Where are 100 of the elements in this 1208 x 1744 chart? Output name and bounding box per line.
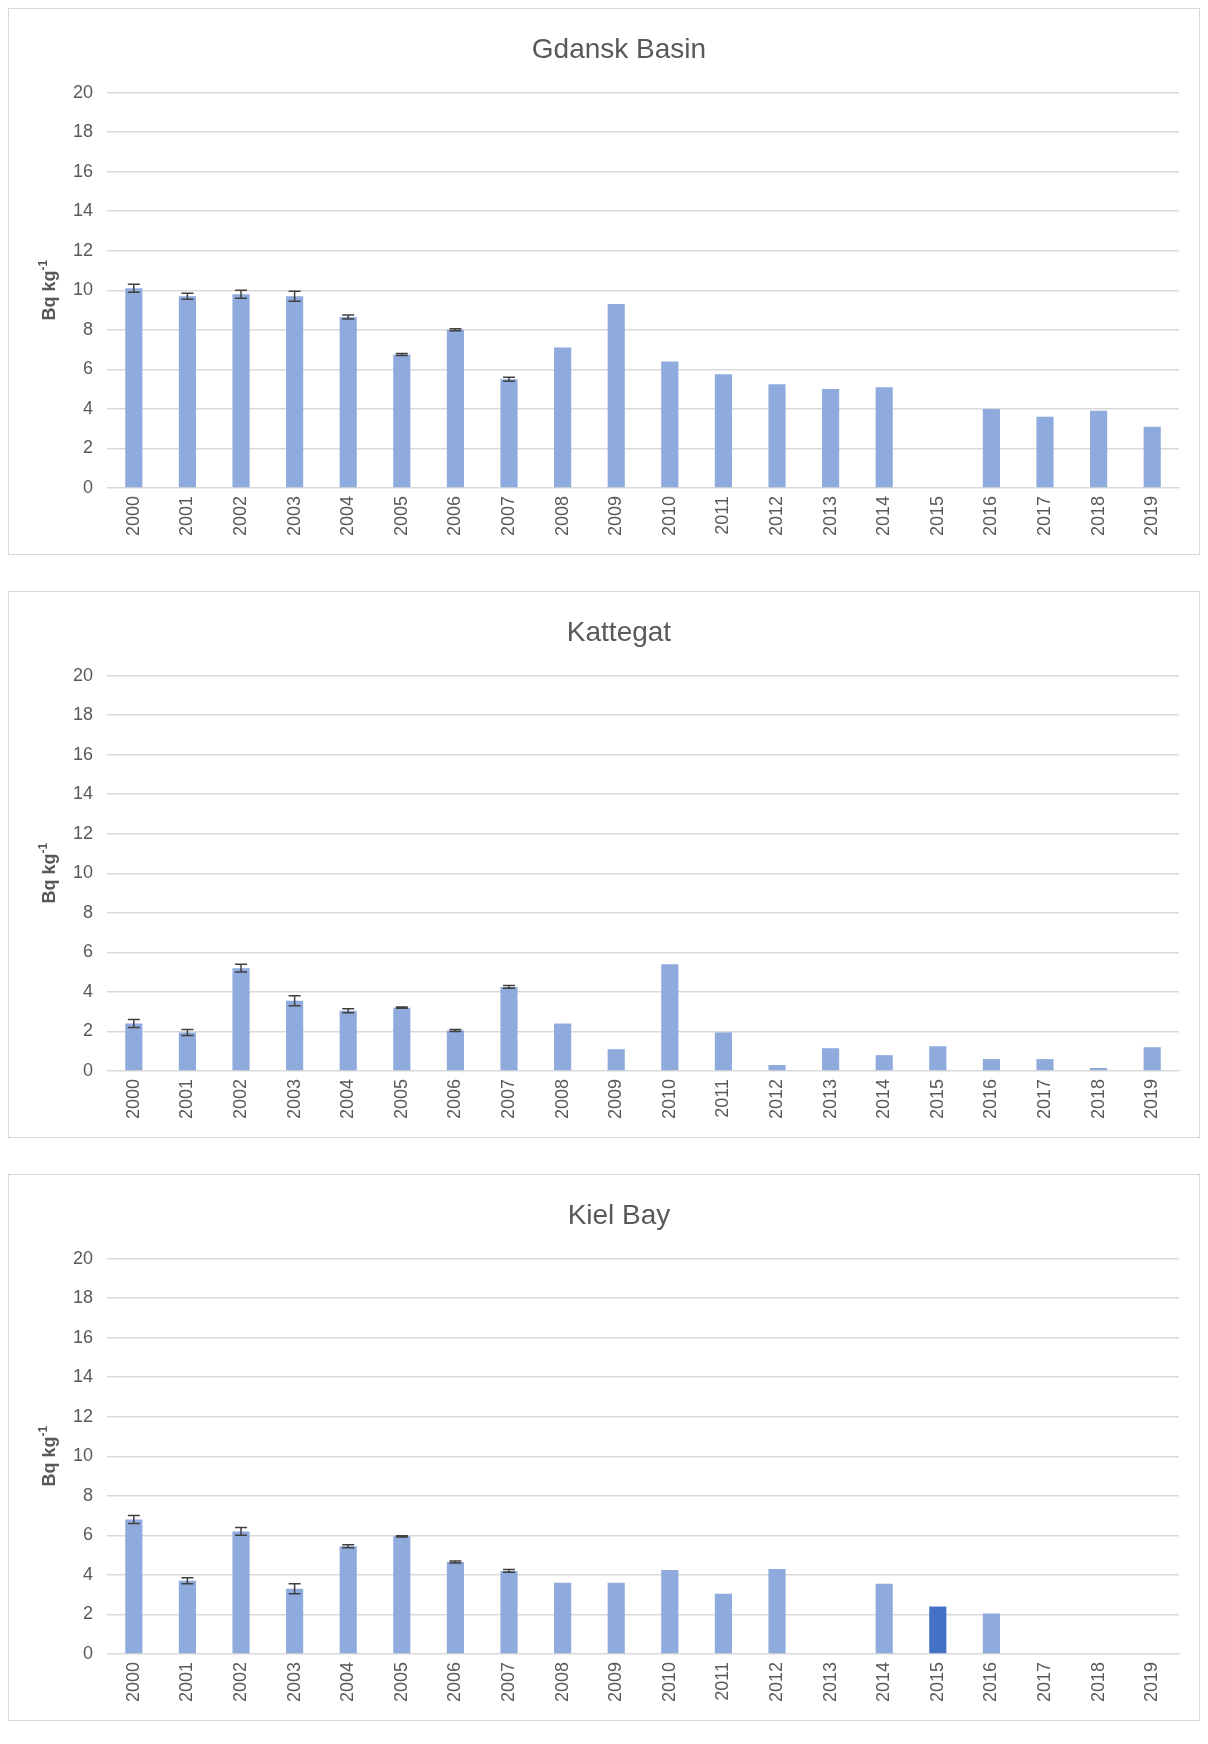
x-tick-label: 2009	[605, 1661, 626, 1702]
bar	[661, 1569, 679, 1654]
y-tick-label: 14	[72, 200, 94, 221]
bar	[232, 294, 250, 488]
y-tick-label: 20	[72, 664, 94, 685]
bar	[232, 968, 250, 1071]
x-tick-label: 2007	[497, 495, 518, 536]
x-tick-label: 2005	[390, 495, 411, 536]
y-tick-label: 12	[72, 239, 94, 260]
x-tick-label: 2014	[873, 1661, 894, 1702]
bar	[125, 1023, 143, 1071]
y-axis-title: Bq kg-1	[36, 259, 59, 321]
y-tick-label: 4	[83, 1563, 94, 1584]
bar	[714, 1032, 732, 1071]
bar	[393, 354, 411, 488]
x-tick-label: 2000	[122, 495, 143, 536]
bar	[286, 1588, 304, 1654]
bar	[554, 347, 572, 488]
x-tick-label: 2002	[229, 1661, 250, 1702]
x-tick-label: 2010	[658, 1078, 679, 1119]
x-tick-label: 2011	[712, 495, 733, 535]
bar	[286, 1000, 304, 1071]
y-tick-label: 0	[83, 476, 94, 497]
x-tick-label: 2001	[176, 495, 197, 536]
bar	[661, 964, 679, 1071]
x-tick-label: 2003	[283, 1661, 304, 1702]
y-tick-label: 20	[72, 81, 94, 102]
bar	[875, 387, 893, 488]
bar	[554, 1582, 572, 1654]
x-tick-label: 2015	[926, 1661, 947, 1702]
bar	[1143, 426, 1161, 488]
x-tick-label: 2016	[980, 495, 1001, 536]
x-tick-label: 2004	[337, 1078, 358, 1119]
bar	[232, 1531, 250, 1654]
bar	[768, 1065, 786, 1071]
y-tick-label: 10	[72, 279, 94, 300]
x-tick-label: 2003	[283, 495, 304, 536]
y-tick-label: 16	[72, 160, 94, 181]
y-tick-label: 4	[83, 397, 94, 418]
x-tick-label: 2005	[390, 1078, 411, 1119]
y-axis-title: Bq kg-1	[36, 842, 59, 904]
x-tick-label: 2017	[1033, 495, 1054, 536]
bar	[607, 304, 625, 488]
bar	[1143, 1047, 1161, 1071]
bar	[661, 361, 679, 488]
y-tick-label: 18	[72, 704, 94, 725]
x-tick-label: 2009	[605, 495, 626, 536]
x-tick-label: 2006	[444, 1078, 465, 1119]
x-tick-label: 2010	[658, 1661, 679, 1702]
y-tick-label: 16	[72, 1326, 94, 1347]
bar	[125, 288, 143, 488]
y-tick-label: 2	[83, 437, 94, 458]
y-tick-label: 8	[83, 318, 94, 339]
bar	[446, 1562, 464, 1654]
x-tick-label: 2008	[551, 1661, 572, 1702]
y-tick-label: 6	[83, 358, 94, 379]
bar	[446, 1030, 464, 1071]
x-tick-label: 2014	[873, 495, 894, 536]
x-tick-label: 2011	[712, 1661, 733, 1701]
bar	[929, 1606, 947, 1654]
x-tick-label: 2019	[1141, 495, 1162, 536]
bar	[339, 316, 357, 488]
x-tick-label: 2011	[712, 1078, 733, 1118]
x-tick-label: 2000	[122, 1078, 143, 1119]
y-tick-label: 10	[72, 862, 94, 883]
chart-title: Kiel Bay	[567, 1198, 671, 1230]
x-tick-label: 2010	[658, 495, 679, 536]
bar	[607, 1049, 625, 1071]
bar	[822, 389, 840, 488]
x-tick-label: 2018	[1087, 1078, 1108, 1119]
bar	[500, 379, 518, 488]
y-tick-label: 16	[72, 743, 94, 764]
y-tick-label: 4	[83, 980, 94, 1001]
y-tick-label: 6	[83, 941, 94, 962]
x-tick-label: 2012	[765, 1078, 786, 1119]
bar	[178, 296, 196, 488]
x-tick-label: 2012	[765, 495, 786, 536]
x-tick-label: 2019	[1141, 1078, 1162, 1119]
x-tick-label: 2004	[337, 495, 358, 536]
x-tick-label: 2018	[1087, 1661, 1108, 1702]
y-tick-label: 6	[83, 1524, 94, 1545]
x-tick-label: 2008	[551, 495, 572, 536]
x-tick-label: 2018	[1087, 495, 1108, 536]
y-axis-title: Bq kg-1	[36, 1425, 59, 1487]
bar	[339, 1010, 357, 1071]
bar	[500, 986, 518, 1071]
bar	[768, 384, 786, 488]
y-tick-label: 18	[72, 1287, 94, 1308]
x-tick-label: 2001	[176, 1078, 197, 1119]
x-tick-label: 2016	[980, 1078, 1001, 1119]
x-tick-label: 2013	[819, 1078, 840, 1119]
chart-title: Kattegat	[566, 615, 672, 647]
y-tick-label: 0	[83, 1642, 94, 1663]
x-tick-label: 2015	[926, 1078, 947, 1119]
x-tick-label: 2004	[337, 1661, 358, 1702]
x-tick-label: 2008	[551, 1078, 572, 1119]
bar	[178, 1580, 196, 1654]
y-tick-label: 14	[72, 1366, 94, 1387]
x-tick-label: 2014	[873, 1078, 894, 1119]
bar	[446, 329, 464, 488]
